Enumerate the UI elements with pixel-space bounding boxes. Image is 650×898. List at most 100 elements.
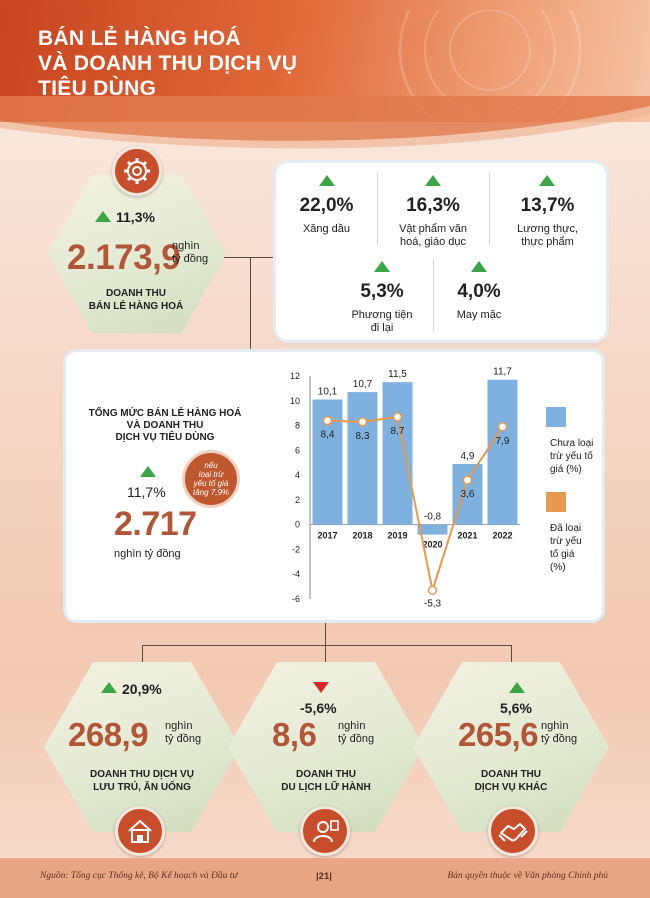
- category-value: 16,3%: [406, 195, 460, 216]
- name-line: thực phẩm: [521, 236, 574, 248]
- bar-data-label: 11,5: [388, 369, 407, 380]
- category-item: 16,3% Vật phẩm văn hoá, giáo dục: [377, 175, 489, 249]
- y-tick-label: 0: [295, 520, 300, 530]
- legend-line: tố giá: [550, 549, 575, 560]
- y-tick-label: -6: [292, 594, 300, 604]
- gear-icon: [124, 158, 150, 184]
- line-point: [322, 415, 333, 426]
- trend-up-icon: [101, 682, 117, 693]
- service-label: DOANH THU DỊCH VỤ LƯU TRÚ, ĂN UỐNG: [62, 768, 222, 794]
- unit-line: nghìn: [338, 720, 366, 732]
- y-tick-label: -4: [292, 569, 300, 579]
- divider: [433, 259, 434, 331]
- bar: [417, 524, 448, 535]
- y-tick-label: 6: [295, 445, 300, 455]
- legend-line: Đã loại: [550, 523, 582, 534]
- bar: [382, 382, 413, 525]
- note-line: tăng 7,9%: [192, 488, 230, 497]
- category-item: 13,7% Lương thực, thực phẩm: [489, 175, 606, 249]
- service-label: DOANH THU DU LỊCH LỮ HÀNH: [256, 768, 396, 794]
- title-line: BÁN LẺ HÀNG HOÁ: [38, 27, 241, 50]
- note-line: nếu: [204, 461, 218, 470]
- retail-label: DOANH THU BÁN LẺ HÀNG HOÁ: [70, 287, 202, 313]
- retail-growth: 11,3%: [116, 209, 155, 225]
- name-line: Xăng dầu: [302, 223, 351, 235]
- x-tick-label: 2022: [492, 531, 512, 541]
- label-line: DOANH THU: [106, 288, 166, 299]
- label-line: DOANH THU DỊCH VỤ: [90, 769, 194, 780]
- title-line: TIÊU DÙNG: [38, 77, 157, 100]
- label-line: DỊCH VỤ KHÁC: [474, 782, 548, 793]
- line-data-label: 3,6: [461, 489, 475, 500]
- label-line: DOANH THU: [296, 769, 356, 780]
- connector-line: [325, 645, 326, 667]
- label-line: DU LỊCH LỮ HÀNH: [281, 782, 371, 793]
- name-line: Phương tiện: [351, 309, 413, 321]
- page-title: BÁN LẺ HÀNG HOÁ VÀ DOANH THU DỊCH VỤ TIÊ…: [38, 26, 297, 101]
- combo-chart: -6 -4 -2 0 2 4 6 8 10 12 10,1 2017 10,7 2018 11,5 2019 -…: [290, 367, 520, 609]
- note-line: loại trừ: [198, 470, 224, 479]
- line-point: [462, 475, 473, 485]
- category-value: 13,7%: [520, 195, 575, 216]
- legend-swatch-line: [546, 492, 566, 512]
- category-value: 22,0%: [299, 195, 354, 216]
- service-label: DOANH THU DỊCH VỤ KHÁC: [451, 768, 571, 794]
- house-icon-badge: [115, 806, 165, 856]
- bar: [347, 392, 378, 525]
- footer: Nguồn: Tổng cục Thống kê, Bộ Kế hoạch và…: [0, 858, 650, 898]
- category-name: Vật phẩm văn hoá, giáo dục: [377, 223, 489, 249]
- unit-line: tỷ đồng: [165, 733, 202, 745]
- title-line: DỊCH VỤ TIÊU DÙNG: [115, 432, 215, 443]
- name-line: đi lại: [370, 322, 394, 334]
- house-icon: [128, 819, 152, 843]
- line-data-label: 8,7: [391, 426, 405, 437]
- bar-data-label: 4,9: [461, 451, 475, 462]
- service-value: 8,6: [272, 716, 317, 753]
- line-data-label: 7,9: [496, 436, 510, 447]
- connector-line: [142, 645, 143, 667]
- line-data-label: -5,3: [424, 598, 442, 609]
- title-line: TỔNG MỨC BÁN LẺ HÀNG HOÁ: [88, 408, 242, 419]
- header-wave: [0, 96, 650, 149]
- category-value: 5,3%: [360, 281, 404, 302]
- price-note-badge: nếu loại trừ yếu tố giá tăng 7,9%: [182, 450, 240, 508]
- legend-item-line: Đã loại trừ yếu tố giá (%): [550, 522, 582, 574]
- trend-up-icon: [140, 466, 156, 477]
- connector-line: [218, 257, 276, 258]
- trend-up-icon: [471, 261, 487, 272]
- total-unit: nghìn tỷ đồng: [114, 548, 181, 560]
- connector-line: [250, 257, 251, 353]
- service-value: 265,6: [458, 716, 539, 753]
- line-point: [392, 412, 403, 422]
- unit-line: tỷ đồng: [541, 733, 578, 745]
- service-unit: nghìn tỷ đồng: [338, 720, 374, 746]
- title-line: VÀ DOANH THU: [126, 420, 204, 431]
- total-chart-card: TỔNG MỨC BÁN LẺ HÀNG HOÁ VÀ DOANH THU DỊ…: [66, 352, 602, 620]
- category-name: Phương tiện đi lại: [331, 309, 433, 335]
- divider: [377, 173, 378, 245]
- connector-line: [325, 620, 326, 645]
- x-tick-label: 2018: [352, 531, 372, 541]
- bar: [487, 379, 518, 525]
- y-tick-label: 10: [290, 396, 300, 406]
- page-number: |21|: [316, 871, 332, 882]
- legend-line: (%): [550, 562, 566, 573]
- unit-line: nghìn: [172, 240, 200, 252]
- source-note: Nguồn: Tổng cục Thống kê, Bộ Kế hoạch và…: [40, 871, 238, 881]
- trend-up-icon: [509, 682, 525, 693]
- y-tick-label: 2: [295, 495, 300, 505]
- legend-item-bar: Chưa loại trừ yếu tố giá (%): [550, 437, 593, 476]
- retail-value: 2.173,9: [67, 238, 181, 277]
- total-growth: 11,7%: [127, 484, 166, 500]
- connector-line: [142, 645, 512, 646]
- service-value: 268,9: [68, 716, 149, 753]
- category-name: Xăng dầu: [276, 223, 377, 236]
- connector-line: [511, 645, 512, 667]
- service-growth: 20,9%: [122, 681, 162, 697]
- y-tick-label: 4: [295, 470, 300, 480]
- line-point: [427, 585, 438, 596]
- trend-up-icon: [374, 261, 390, 272]
- category-name: Lương thực, thực phẩm: [489, 223, 606, 249]
- note-line: yếu tố giá: [193, 479, 229, 488]
- bar-data-label: 10,1: [318, 387, 338, 398]
